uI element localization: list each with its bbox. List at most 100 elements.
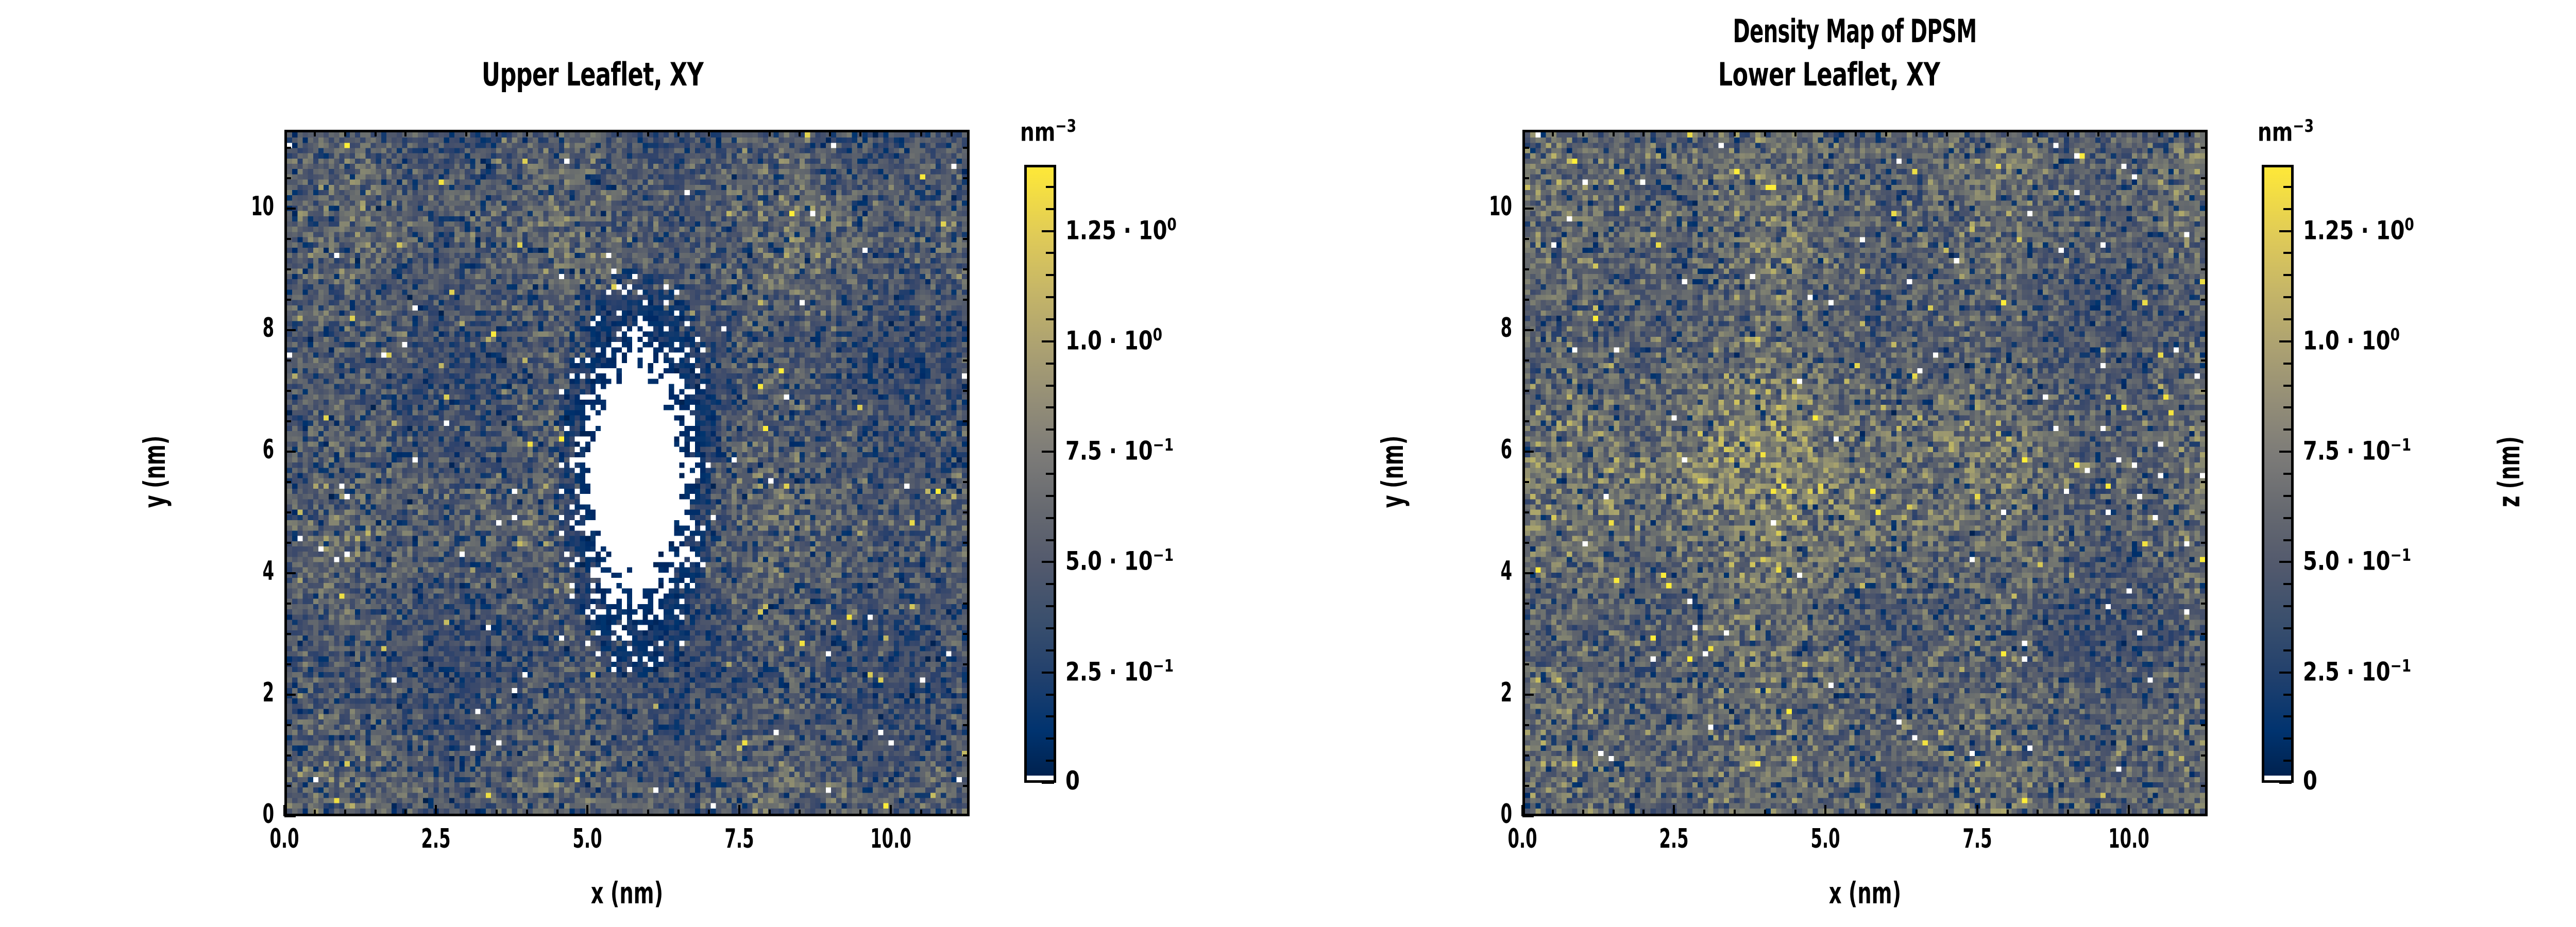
x-axis-minor-tick bbox=[556, 130, 558, 136]
y-axis-minor-tick bbox=[284, 603, 291, 605]
y-axis-minor-tick bbox=[963, 359, 970, 362]
y-axis-tick-label: 4 bbox=[2524, 162, 2576, 193]
colorbar-minor-tick bbox=[2283, 605, 2292, 608]
x-axis-minor-tick bbox=[1703, 810, 1706, 816]
y-axis-minor-tick bbox=[1522, 147, 1529, 149]
x-axis-minor-tick bbox=[920, 130, 922, 136]
x-axis-minor-tick bbox=[526, 130, 528, 136]
x-axis-minor-tick bbox=[2037, 810, 2039, 816]
x-axis-minor-tick bbox=[1642, 130, 1645, 136]
colorbar-under-color bbox=[2264, 776, 2291, 780]
colorbar-minor-tick bbox=[2283, 185, 2292, 188]
y-axis-minor-tick bbox=[1522, 724, 1529, 727]
colorbar-minor-tick bbox=[2283, 627, 2292, 629]
x-axis-minor-tick bbox=[647, 130, 650, 136]
x-axis-minor-tick bbox=[950, 810, 953, 816]
colorbar-tick-label: 7.5 · 10−1 bbox=[1065, 435, 1174, 466]
colorbar-tick-label: 1.0 · 100 bbox=[1065, 324, 1162, 356]
colorbar-minor-tick bbox=[1046, 428, 1054, 431]
x-axis-label: x (nm) bbox=[590, 876, 664, 911]
y-axis-minor-tick bbox=[1522, 238, 1529, 241]
colorbar-tick bbox=[2279, 451, 2292, 453]
y-axis-tick bbox=[284, 572, 296, 575]
colorbar-minor-tick bbox=[1046, 494, 1054, 497]
y-axis-tick bbox=[1522, 208, 1534, 210]
colorbar-unit-label: nm−3 bbox=[1020, 116, 1077, 147]
y-axis-minor-tick bbox=[963, 147, 970, 149]
x-axis-minor-tick bbox=[2188, 810, 2191, 816]
y-axis-minor-tick bbox=[2201, 724, 2208, 727]
y-axis-tick bbox=[284, 815, 296, 817]
y-axis-minor-tick bbox=[1522, 481, 1529, 484]
y-axis-minor-tick bbox=[2201, 299, 2208, 301]
colorbar-tick-label: 0 bbox=[2303, 766, 2317, 796]
y-axis-tick-label: -4 bbox=[2524, 728, 2576, 759]
x-axis-minor-tick bbox=[617, 810, 619, 816]
colorbar-minor-tick bbox=[1046, 760, 1054, 762]
y-axis-minor-tick bbox=[284, 542, 291, 544]
y-axis-minor-tick bbox=[963, 390, 970, 392]
plot-area bbox=[284, 130, 970, 816]
y-axis-minor-tick bbox=[963, 511, 970, 514]
y-axis-minor-tick bbox=[2201, 511, 2208, 514]
y-axis-tick-label: 4 bbox=[262, 556, 274, 587]
y-axis-minor-tick bbox=[1522, 542, 1529, 544]
x-axis-minor-tick bbox=[707, 130, 710, 136]
x-axis-minor-tick bbox=[677, 810, 680, 816]
x-axis-minor-tick bbox=[829, 130, 832, 136]
x-axis-minor-tick bbox=[1582, 130, 1584, 136]
y-axis-minor-tick bbox=[1522, 177, 1529, 180]
y-axis-tick-label: 0 bbox=[2524, 445, 2576, 476]
colorbar-tick-label: 0 bbox=[1065, 766, 1080, 796]
x-axis-minor-tick bbox=[404, 130, 407, 136]
y-axis-minor-tick bbox=[963, 754, 970, 757]
colorbar-tick-label: 1.25 · 100 bbox=[1065, 214, 1177, 246]
y-axis-tick-label: 10 bbox=[1489, 191, 1512, 222]
x-axis-minor-tick bbox=[1916, 130, 1918, 136]
colorbar-tick bbox=[2279, 340, 2292, 342]
y-axis-minor-tick bbox=[284, 663, 291, 666]
plot-area bbox=[1522, 130, 2208, 816]
x-axis-minor-tick bbox=[1551, 810, 1554, 816]
x-axis-tick bbox=[1673, 805, 1675, 816]
y-axis-tick-label: 8 bbox=[262, 313, 274, 344]
y-axis-tick bbox=[284, 208, 296, 210]
colorbar-minor-tick bbox=[1046, 715, 1054, 718]
x-axis-minor-tick bbox=[495, 810, 498, 816]
x-axis-minor-tick bbox=[1885, 130, 1888, 136]
x-axis-minor-tick bbox=[1945, 810, 1948, 816]
x-axis-minor-tick bbox=[2037, 130, 2039, 136]
x-axis-minor-tick bbox=[344, 130, 346, 136]
x-axis-minor-tick bbox=[465, 130, 468, 136]
x-axis-minor-tick bbox=[374, 130, 377, 136]
y-axis-minor-tick bbox=[2201, 481, 2208, 484]
y-axis-minor-tick bbox=[1522, 299, 1529, 301]
x-axis-minor-tick bbox=[374, 810, 377, 816]
colorbar-minor-tick bbox=[2283, 428, 2292, 431]
colorbar-minor-tick bbox=[1046, 274, 1054, 277]
colorbar-tick bbox=[1042, 340, 1054, 342]
y-axis-minor-tick bbox=[284, 481, 291, 484]
x-axis-minor-tick bbox=[617, 130, 619, 136]
x-axis-minor-tick bbox=[526, 810, 528, 816]
colorbar-tick bbox=[1042, 782, 1054, 784]
x-axis-minor-tick bbox=[677, 130, 680, 136]
y-axis-minor-tick bbox=[963, 785, 970, 787]
y-axis-tick-label: 2 bbox=[1500, 677, 1512, 709]
x-axis-minor-tick bbox=[1945, 130, 1948, 136]
colorbar-minor-tick bbox=[2283, 252, 2292, 254]
colorbar-minor-tick bbox=[2283, 737, 2292, 740]
y-axis-minor-tick bbox=[284, 724, 291, 727]
x-axis-tick-label: 5.0 bbox=[1810, 823, 1841, 854]
colorbar-tick-label: 5.0 · 10−1 bbox=[2303, 545, 2412, 577]
colorbar-under-color bbox=[1027, 776, 1054, 780]
y-axis-minor-tick bbox=[2201, 147, 2208, 149]
x-axis-minor-tick bbox=[859, 130, 862, 136]
colorbar-minor-tick bbox=[2283, 406, 2292, 409]
colorbar-minor-tick bbox=[1046, 583, 1054, 586]
y-axis-minor-tick bbox=[284, 511, 291, 514]
colorbar-minor-tick bbox=[1046, 362, 1054, 365]
x-axis-minor-tick bbox=[799, 130, 801, 136]
x-axis-minor-tick bbox=[1855, 810, 1857, 816]
